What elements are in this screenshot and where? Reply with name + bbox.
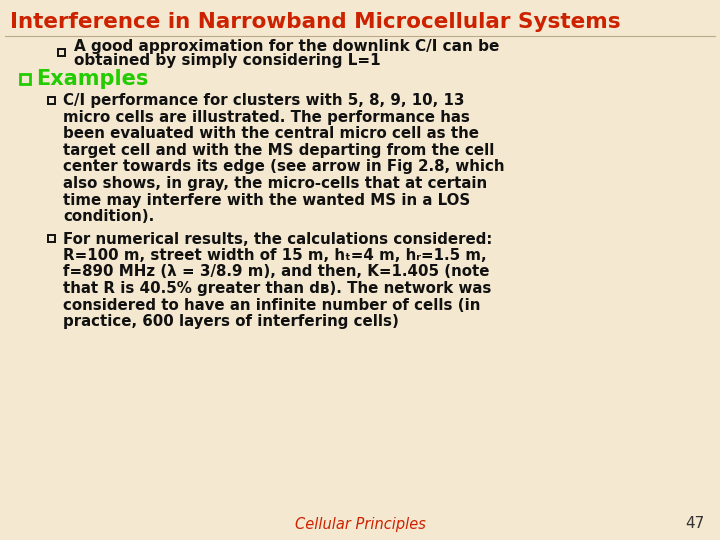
Text: obtained by simply considering L=1: obtained by simply considering L=1	[74, 53, 381, 69]
Text: been evaluated with the central micro cell as the: been evaluated with the central micro ce…	[63, 126, 479, 141]
Text: target cell and with the MS departing from the cell: target cell and with the MS departing fr…	[63, 143, 495, 158]
Text: Examples: Examples	[36, 69, 148, 89]
Text: micro cells are illustrated. The performance has: micro cells are illustrated. The perform…	[63, 110, 470, 125]
Bar	[20, 74, 30, 84]
Text: practice, 600 layers of interfering cells): practice, 600 layers of interfering cell…	[63, 314, 399, 329]
Text: condition).: condition).	[63, 209, 154, 224]
Text: Cellular Principles: Cellular Principles	[294, 516, 426, 531]
Text: that R is 40.5% greater than dʙ). The network was: that R is 40.5% greater than dʙ). The ne…	[63, 281, 491, 296]
Text: also shows, in gray, the micro-cells that at certain: also shows, in gray, the micro-cells tha…	[63, 176, 487, 191]
Bar	[48, 97, 55, 104]
Text: center towards its edge (see arrow in Fig 2.8, which: center towards its edge (see arrow in Fi…	[63, 159, 505, 174]
Bar	[58, 49, 65, 56]
Text: f=890 MHz (λ = 3/8.9 m), and then, K=1.405 (note: f=890 MHz (λ = 3/8.9 m), and then, K=1.4…	[63, 265, 490, 280]
Text: A good approximation for the downlink C/I can be: A good approximation for the downlink C/…	[74, 38, 500, 53]
Text: considered to have an infinite number of cells (in: considered to have an infinite number of…	[63, 298, 480, 313]
Bar	[48, 235, 55, 242]
Text: C/I performance for clusters with 5, 8, 9, 10, 13: C/I performance for clusters with 5, 8, …	[63, 93, 464, 109]
Text: Interference in Narrowband Microcellular Systems: Interference in Narrowband Microcellular…	[10, 12, 621, 32]
Text: time may interfere with the wanted MS in a LOS: time may interfere with the wanted MS in…	[63, 192, 470, 207]
Text: R=100 m, street width of 15 m, hₜ=4 m, hᵣ=1.5 m,: R=100 m, street width of 15 m, hₜ=4 m, h…	[63, 248, 487, 263]
Text: For numerical results, the calculations considered:: For numerical results, the calculations …	[63, 232, 492, 246]
Text: 47: 47	[685, 516, 705, 531]
